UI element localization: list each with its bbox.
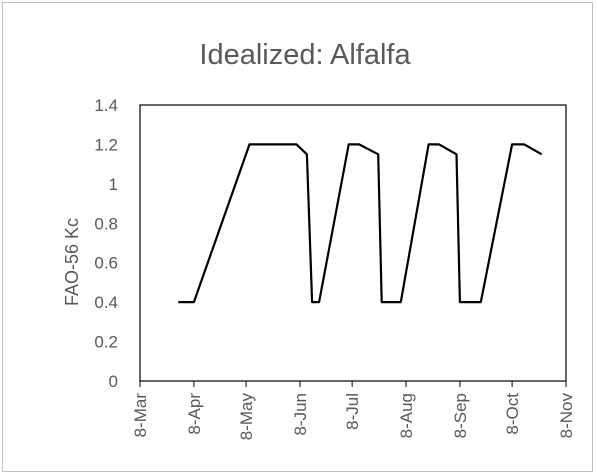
chart-title: Idealized: Alfalfa (199, 39, 411, 71)
kc-series-line (178, 143, 543, 304)
x-tick-label: 8-Jul (343, 393, 362, 430)
x-tick-label: 8-Jun (291, 393, 310, 436)
x-tick-label: 8-Nov (557, 393, 576, 439)
x-tick-label: 8-Apr (185, 393, 204, 435)
x-tick-label: 8-Mar (131, 393, 150, 438)
x-tick-label: 8-Oct (503, 393, 522, 435)
plot-area-border (139, 104, 567, 382)
y-tick-label: 0 (109, 372, 118, 391)
x-axis: 8-Mar 8-Apr 8-May 8-Jun 8-Jul 8-Aug 8-Sep 8-Oct… (131, 381, 576, 440)
y-tick-label: 1.2 (94, 135, 118, 154)
y-tick-label: 0.2 (94, 333, 118, 352)
x-tick-label: 8-Sep (451, 393, 470, 438)
y-tick-label: 1 (109, 175, 118, 194)
y-tick-label: 1.4 (94, 96, 118, 115)
y-axis: 0 0.2 0.4 0.6 0.8 1 1.2 1.4 (94, 96, 118, 391)
x-tick-label: 8-Aug (397, 393, 416, 438)
y-axis-title: FAO-56 Kc (62, 218, 82, 306)
y-tick-label: 0.8 (94, 214, 118, 233)
x-tick-label: 8-May (237, 393, 256, 441)
y-tick-label: 0.4 (94, 293, 118, 312)
series-group (178, 143, 543, 304)
y-tick-label: 0.6 (94, 254, 118, 273)
